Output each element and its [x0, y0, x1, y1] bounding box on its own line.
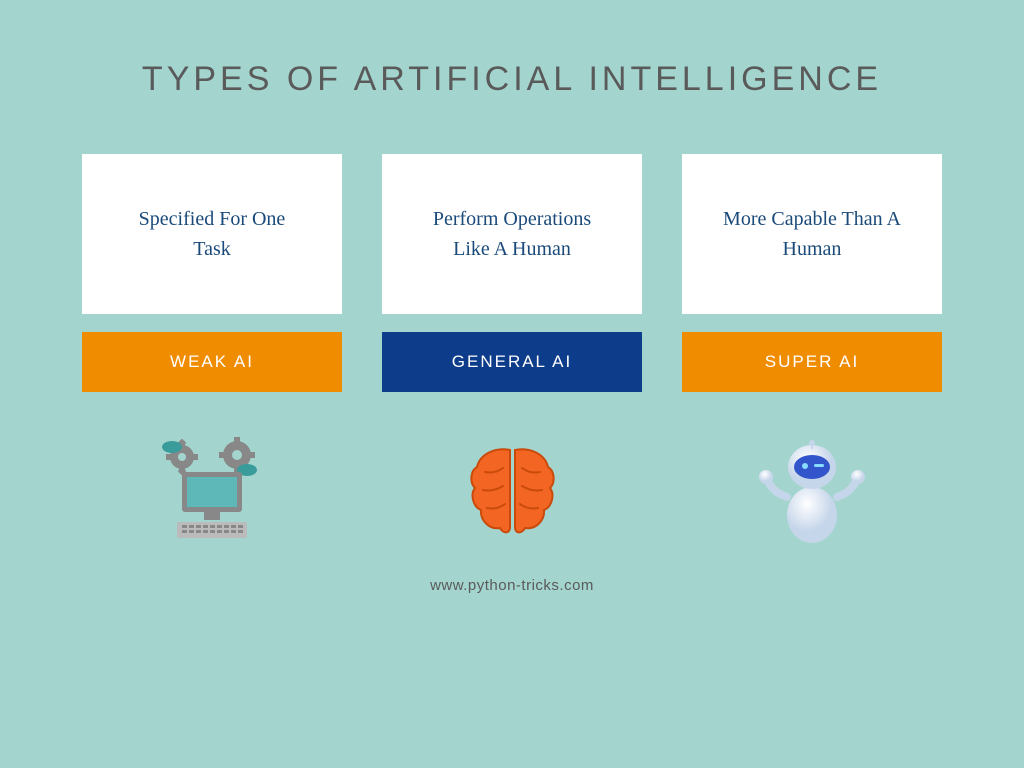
card-description: More Capable Than A Human — [682, 154, 942, 314]
card-description: Perform Operations Like A Human — [382, 154, 642, 314]
card-super-ai: More Capable Than A Human SUPER AI — [682, 154, 942, 392]
page-title: TYPES OF ARTIFICIAL INTELLIGENCE — [0, 0, 1024, 99]
robot-icon — [682, 437, 942, 547]
footer-url: www.python-tricks.com — [0, 577, 1024, 594]
brain-icon — [382, 437, 642, 547]
icons-row — [0, 437, 1024, 547]
computer-gears-icon — [82, 437, 342, 547]
card-weak-ai: Specified For One Task WEAK AI — [82, 154, 342, 392]
card-label: SUPER AI — [682, 332, 942, 392]
card-label: WEAK AI — [82, 332, 342, 392]
cards-row: Specified For One Task WEAK AI Perform O… — [0, 154, 1024, 392]
card-description: Specified For One Task — [82, 154, 342, 314]
card-general-ai: Perform Operations Like A Human GENERAL … — [382, 154, 642, 392]
card-label: GENERAL AI — [382, 332, 642, 392]
